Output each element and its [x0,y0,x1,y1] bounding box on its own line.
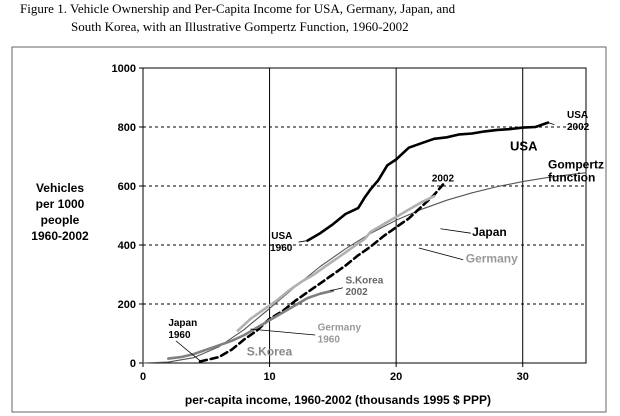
y-tick-labels: 0 200 400 600 800 1000 [112,63,143,370]
annotation-label: S.Korea [346,275,384,286]
y-tick-label: 0 [130,358,136,370]
annotations-group: USAUSA2002Gompertzfunction2002USA1960Jap… [168,110,604,361]
series-line-gompertz-function [142,172,587,364]
leader-line [440,228,471,234]
annotation-label: Germany [466,252,518,266]
leader-line [547,122,555,126]
series-line-s-korea [167,289,335,360]
y-axis-label: Vehicles per 1000 people 1960-2002 [31,181,89,243]
y-tick-label: 200 [118,299,136,311]
annotation-label: 2002 [346,287,369,298]
x-tick-label: 0 [140,371,146,383]
y-tick-label: 1000 [112,63,136,75]
annotation-label: 1960 [318,334,341,345]
y-axis-label-line: Vehicles [36,181,84,195]
plot-area [142,67,587,364]
annotation-label: 2002 [432,174,455,185]
annotation-label: S.Korea [247,345,293,359]
y-tick-label: 600 [118,181,136,193]
annotation-label: Japan [168,318,197,329]
x-tick-labels: 0 10 20 30 [140,363,529,383]
x-tick-label: 10 [263,371,275,383]
series-line-japan [198,183,445,363]
series-group [142,121,587,364]
leader-line [175,340,201,361]
leader-line [330,287,344,292]
y-tick-label: 400 [118,240,136,252]
leader-line [298,240,308,243]
annotation-label: 2002 [567,122,590,133]
annotation-label: 1960 [168,330,191,341]
annotation-label: function [548,171,595,185]
annotation-label: Japan [472,225,507,239]
y-axis-label-line: 1960-2002 [31,229,89,243]
y-tick-label: 800 [118,122,136,134]
leader-line [418,247,464,261]
x-axis-label: per-capita income, 1960-2002 (thousands … [185,393,491,407]
series-line-usa [306,121,550,242]
y-axis-label-line: per 1000 [36,197,85,211]
leader-line [250,328,316,336]
series-line-germany [236,195,436,332]
annotation-label: USA [271,231,292,242]
x-tick-label: 20 [390,371,402,383]
chart-title-line2: South Korea, with an Illustrative Gomper… [71,19,409,34]
figure-frame [11,46,607,413]
annotation-label: Germany [318,323,362,334]
annotation-label: 1960 [270,243,293,254]
annotation-label: USA [567,110,588,121]
annotation-label: Gompertz [548,157,604,171]
annotation-label: USA [510,139,538,154]
x-tick-label: 30 [517,371,529,383]
chart-title-line1: Figure 1. Vehicle Ownership and Per-Capi… [20,1,456,16]
y-axis-label-line: people [41,213,80,227]
